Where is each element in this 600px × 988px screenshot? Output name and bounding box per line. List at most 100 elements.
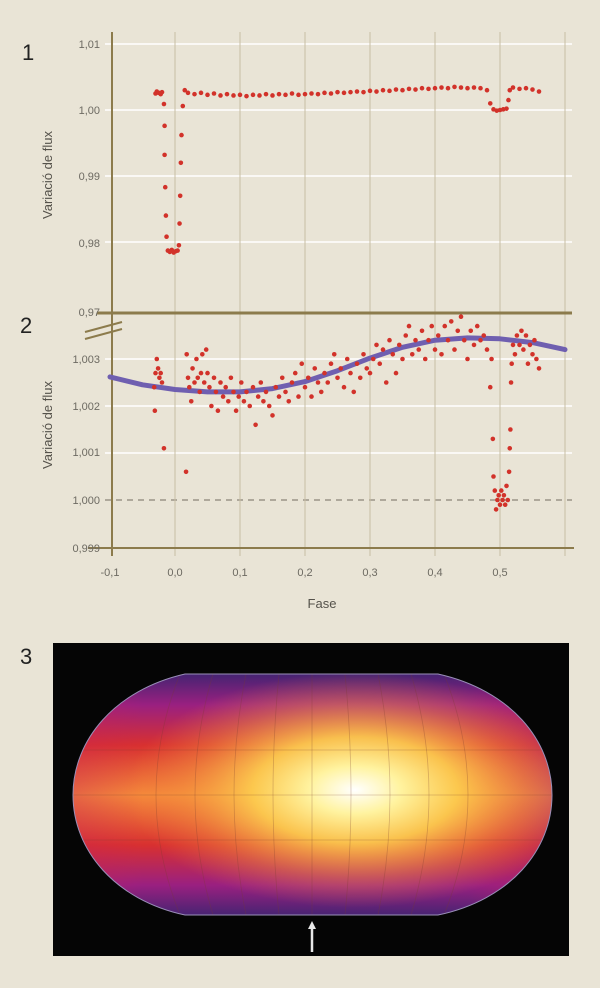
p2-data-point: [153, 370, 158, 376]
p2-data-point: [435, 333, 441, 338]
p1-data-point: [348, 89, 353, 95]
p2-data-point: [499, 488, 504, 493]
p2-data-point: [509, 361, 514, 367]
p2-data-point: [151, 384, 157, 390]
p1-data-point: [458, 85, 464, 90]
p2-data-point: [507, 446, 513, 451]
p1-ytick-2: 0,99: [79, 171, 100, 183]
p2-data-point: [521, 347, 526, 352]
p2-data-point: [383, 380, 389, 385]
p1-data-point: [354, 89, 360, 94]
p2-data-point: [312, 366, 318, 371]
chart-axes: [84, 32, 574, 556]
p2-ytick-3: 1,000: [72, 495, 100, 507]
p1-data-point: [400, 87, 405, 93]
p2-data-point: [161, 446, 167, 451]
p1-data-point: [162, 123, 167, 129]
p2-data-point: [471, 342, 477, 348]
p2-data-point: [505, 497, 511, 503]
p2-data-point: [341, 384, 347, 390]
p2-data-point: [211, 375, 217, 381]
p2-data-point: [159, 380, 165, 385]
p2-data-point: [512, 352, 518, 357]
p2-data-point: [296, 394, 301, 399]
p2-data-point: [419, 328, 425, 334]
p1-data-point: [179, 132, 184, 138]
p2-data-point: [302, 384, 308, 390]
p1-data-point: [361, 89, 366, 95]
map-meridian-line: [344, 674, 352, 915]
p2-data-point: [276, 394, 282, 399]
p2-ytick-4: 0,999: [72, 543, 100, 555]
p2-ytick-0: 1,003: [72, 354, 100, 366]
p1-data-point: [523, 85, 529, 91]
p1-data-point: [530, 87, 535, 92]
p2-data-point: [185, 375, 191, 381]
p2-data-point: [286, 399, 292, 404]
p2-data-point: [530, 352, 535, 357]
p1-y-axis-label: Variació de flux: [40, 131, 55, 219]
p2-data-point: [506, 469, 512, 475]
map-meridian-line: [194, 674, 214, 915]
p2-data-point: [481, 333, 487, 338]
p2-xtick-2: 0,1: [232, 567, 247, 579]
p2-data-point: [348, 370, 353, 376]
p2-data-point: [478, 337, 483, 343]
p2-data-point: [445, 337, 451, 343]
p1-data-point: [163, 213, 169, 218]
p1-data-point: [380, 87, 386, 93]
p2-xtick-1: 0,0: [167, 567, 182, 579]
p2-data-point: [154, 356, 160, 362]
p1-data-point: [335, 89, 340, 95]
p2-data-point: [261, 399, 266, 404]
p2-data-point: [393, 370, 399, 376]
panel-label-1: 1: [22, 40, 34, 65]
p1-data-point: [487, 101, 493, 106]
p1-data-point: [507, 87, 513, 93]
p2-data-point: [370, 356, 376, 362]
p1-data-point: [536, 89, 542, 94]
p1-data-point: [426, 86, 431, 92]
p1-data-point: [445, 85, 451, 91]
p2-data-point: [233, 408, 239, 414]
p2-xtick-6: 0,5: [492, 567, 507, 579]
p1-data-point: [178, 160, 184, 166]
p2-data-point: [422, 356, 428, 362]
p1-ytick-4: 0,97: [79, 307, 100, 319]
map-meridian-line: [377, 674, 391, 915]
p2-data-point: [215, 408, 221, 414]
p2-data-point: [239, 380, 244, 385]
p2-data-point: [241, 399, 247, 404]
p2-data-point: [413, 337, 418, 343]
p2-data-point: [474, 323, 480, 329]
p2-data-point: [152, 408, 158, 414]
p2-data-point: [432, 347, 438, 352]
p2-data-point: [209, 403, 214, 409]
p1-data-point: [231, 93, 236, 98]
p2-data-point: [231, 389, 236, 395]
p2-data-point: [519, 328, 524, 334]
p2-data-point: [328, 361, 334, 367]
p1-data-point: [322, 90, 327, 96]
p2-data-point: [452, 347, 457, 352]
p1-data-point: [218, 93, 223, 98]
p1-data-point: [289, 91, 295, 96]
p2-data-point: [448, 319, 454, 324]
p2-data-point: [487, 384, 493, 390]
map-meridian-line: [410, 674, 430, 915]
p1-data-point: [164, 234, 169, 240]
p1-data-point: [413, 87, 418, 92]
p2-data-point: [213, 389, 219, 395]
p2-data-point: [338, 366, 344, 371]
p2-data-point: [263, 389, 269, 395]
substellar-arrow-icon: [308, 921, 316, 952]
p1-data-point: [276, 91, 282, 97]
p2-data-point: [361, 352, 366, 357]
p1-data-point: [263, 91, 269, 97]
p2-data-point: [495, 497, 500, 503]
p2-data-point: [500, 497, 505, 503]
p2-data-point: [192, 380, 197, 385]
p2-data-point: [489, 356, 494, 362]
panel-label-2: 2: [20, 313, 32, 338]
p2-data-point: [158, 370, 163, 376]
